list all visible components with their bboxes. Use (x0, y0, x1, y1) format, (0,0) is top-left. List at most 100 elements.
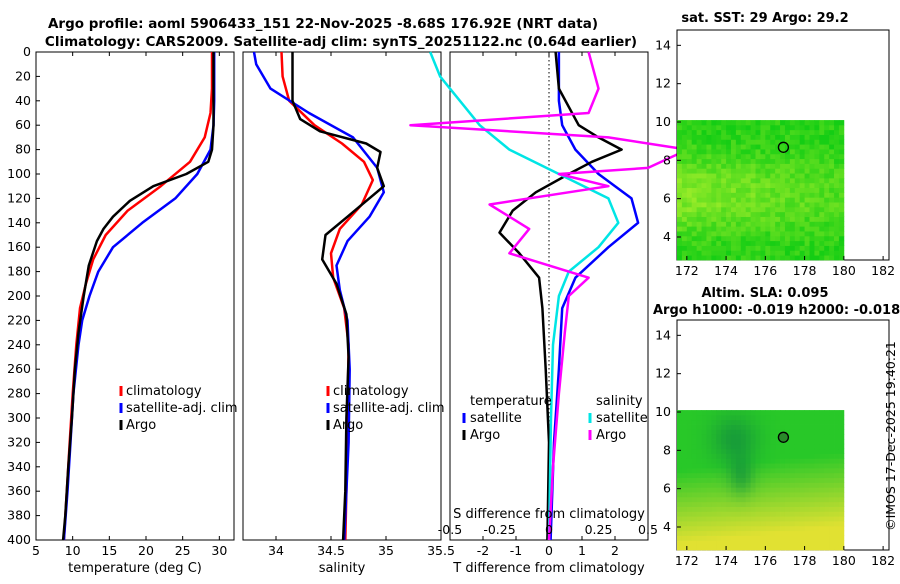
map-cell (838, 540, 845, 546)
map-cell (829, 482, 835, 488)
map-cell (775, 467, 781, 474)
map-cell (765, 245, 771, 251)
map-cell (750, 521, 756, 527)
x-tick-label: -1 (510, 543, 522, 558)
map-cell (780, 448, 786, 454)
map-cell (677, 482, 683, 488)
map-cell (819, 202, 825, 208)
map-cell (834, 443, 840, 450)
map-cell (735, 231, 742, 237)
map-cell (730, 129, 737, 135)
map-cell (711, 545, 717, 551)
map-cell (730, 535, 737, 541)
map-cell (711, 419, 717, 425)
map-cell (735, 414, 742, 421)
map-cell (814, 439, 820, 445)
series-line-satellite-adj-clim (252, 51, 386, 541)
map-cell (750, 472, 756, 479)
map-cell (789, 434, 796, 440)
map-cell (686, 463, 693, 469)
map-cell (726, 240, 732, 246)
map-cell (789, 240, 796, 246)
map-cell (740, 453, 747, 459)
map-cell (819, 153, 825, 160)
map-cell (780, 492, 786, 498)
map-cell (799, 231, 805, 237)
map-cell (780, 255, 786, 261)
map-cell (799, 226, 805, 232)
map-cell (706, 168, 712, 174)
map-cell (716, 419, 722, 425)
map-cell (735, 443, 742, 450)
map-cell (716, 129, 722, 135)
map-cell (799, 482, 805, 488)
map-cell (829, 173, 835, 179)
map-cell (794, 545, 801, 551)
map-cell (829, 525, 835, 532)
map-cell (780, 120, 786, 126)
map-cell (750, 477, 756, 483)
map-cell (711, 424, 717, 430)
map-cell (740, 472, 747, 479)
map-cell (691, 120, 698, 126)
map-cell (686, 158, 693, 164)
map-cell (726, 487, 732, 493)
map-cell (824, 424, 830, 430)
map-cell (784, 496, 791, 503)
map-cell (755, 453, 761, 459)
map-cell (775, 521, 781, 527)
map-cell (789, 511, 796, 517)
map-cell (711, 414, 717, 421)
map-cell (770, 153, 776, 160)
map-cell (799, 458, 805, 464)
map-cell (814, 120, 820, 126)
map-cell (804, 511, 810, 517)
map-cell (804, 419, 810, 425)
map-cell (819, 240, 825, 246)
map-cell (760, 245, 766, 251)
map-cell (809, 545, 815, 551)
map-cell (760, 211, 766, 217)
map-cell (726, 434, 732, 440)
map-cell (829, 197, 835, 203)
map-cell (834, 173, 840, 179)
map-cell (750, 487, 756, 493)
map-cell (716, 221, 722, 227)
map-cell (677, 149, 683, 155)
map-cell (726, 458, 732, 464)
map-cell (691, 496, 698, 503)
map-cell (745, 472, 752, 479)
map-cell (711, 429, 717, 435)
map-cell (789, 250, 796, 256)
map-cell (809, 521, 815, 527)
map-cell (711, 134, 717, 140)
map-cell (677, 134, 683, 140)
map-cell (799, 516, 805, 522)
map-cell (721, 182, 727, 189)
map-cell (755, 482, 761, 488)
map-cell (681, 206, 688, 213)
map-cell (819, 235, 825, 242)
map-cell (681, 443, 688, 450)
map-cell (775, 206, 781, 213)
map-cell (760, 496, 766, 503)
map-cell (809, 511, 815, 517)
map-cell (819, 496, 825, 503)
map-cell (726, 545, 732, 551)
map-cell (819, 410, 825, 416)
map-cell (784, 216, 791, 222)
map-cell (809, 211, 815, 217)
map-cell (706, 206, 712, 213)
map-cell (760, 173, 766, 179)
map-cell (730, 463, 737, 469)
map-cell (691, 525, 698, 532)
map-cell (760, 129, 766, 135)
map-cell (706, 134, 712, 140)
map-cell (701, 477, 707, 483)
map-cell (814, 124, 820, 131)
map-cell (726, 530, 732, 536)
map-cell (681, 414, 688, 421)
map-cell (838, 453, 845, 459)
depth-tick-label: 0 (23, 44, 31, 59)
map-cell (716, 540, 722, 546)
